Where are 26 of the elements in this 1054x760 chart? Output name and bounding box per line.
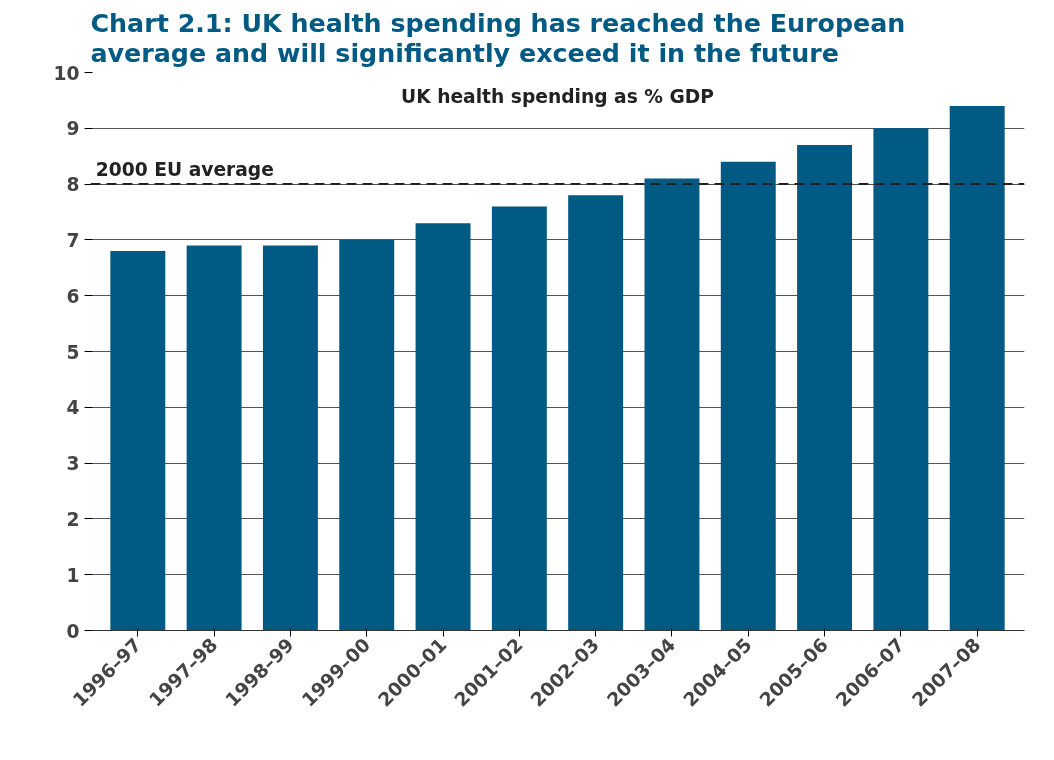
annotation: UK health spending as % GDP xyxy=(401,85,714,107)
bar xyxy=(797,145,853,631)
bar xyxy=(720,161,776,631)
y-tick-label: 0 xyxy=(66,620,80,642)
bar xyxy=(491,206,547,631)
bar xyxy=(873,128,929,631)
bar xyxy=(110,251,166,631)
bar xyxy=(644,178,700,631)
y-tick-label: 8 xyxy=(66,174,80,196)
bar xyxy=(339,239,395,631)
bar xyxy=(568,195,624,631)
bar xyxy=(949,105,1005,631)
bar xyxy=(186,245,242,631)
y-tick-label: 5 xyxy=(66,341,80,363)
ref-line-label: 2000 EU average xyxy=(95,159,274,181)
bar xyxy=(415,223,471,631)
y-tick-label: 6 xyxy=(66,285,80,307)
y-tick-label: 4 xyxy=(66,397,80,419)
y-tick-label: 1 xyxy=(66,564,80,586)
bar xyxy=(262,245,318,631)
y-tick-label: 2 xyxy=(66,508,80,530)
chart-title: Chart 2.1: UK health spending has reached the European average and will significantly exceed it in the future xyxy=(90,7,906,68)
y-tick-label: 3 xyxy=(66,453,80,475)
y-tick-label: 7 xyxy=(66,229,80,251)
y-tick-label: 9 xyxy=(66,118,80,140)
y-tick-label: 10 xyxy=(53,62,80,84)
